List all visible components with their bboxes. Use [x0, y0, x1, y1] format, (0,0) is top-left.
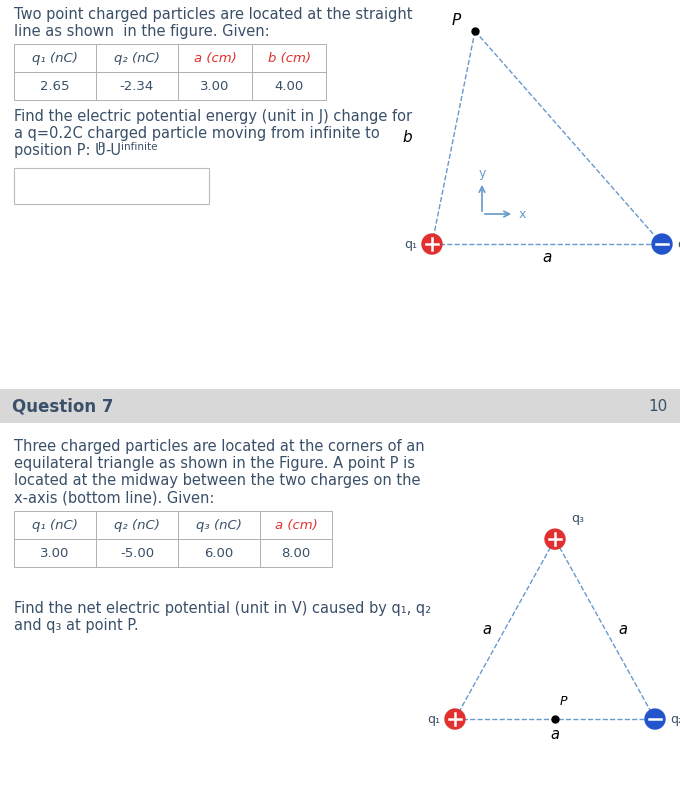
Text: 3.00: 3.00 [201, 79, 230, 93]
Text: x-axis (bottom line). Given:: x-axis (bottom line). Given: [14, 490, 214, 505]
Bar [96, 539, 178, 567]
Text: P: P [98, 142, 104, 152]
Text: b (cm): b (cm) [267, 52, 311, 64]
Text: position P: U: position P: U [14, 143, 106, 158]
Bar [14, 44, 96, 72]
Circle shape [545, 529, 565, 549]
Bar [14, 511, 96, 539]
Text: b: b [403, 130, 412, 145]
Text: q₂: q₂ [677, 237, 680, 251]
Circle shape [445, 709, 465, 729]
Bar [96, 44, 178, 72]
Text: located at the midway between the two charges on the: located at the midway between the two ch… [14, 473, 420, 488]
Text: q₂ (nC): q₂ (nC) [114, 52, 160, 64]
Text: 4.00: 4.00 [274, 79, 304, 93]
Text: -5.00: -5.00 [120, 546, 154, 560]
Text: line as shown  in the figure. Given:: line as shown in the figure. Given: [14, 24, 270, 39]
Text: -2.34: -2.34 [120, 79, 154, 93]
Text: q₃ (nC): q₃ (nC) [196, 518, 242, 532]
Text: 3.00: 3.00 [40, 546, 69, 560]
Bar [252, 72, 326, 100]
Text: -U: -U [105, 143, 121, 158]
Circle shape [652, 234, 672, 254]
Text: P: P [560, 695, 568, 708]
Text: infinite: infinite [121, 142, 158, 152]
Text: and q₃ at point P.: and q₃ at point P. [14, 618, 139, 633]
Text: q₃: q₃ [571, 512, 584, 525]
Text: a (cm): a (cm) [194, 52, 237, 64]
Bar [14, 168, 209, 204]
Text: q₁: q₁ [404, 237, 417, 251]
Text: q₁ (nC): q₁ (nC) [32, 52, 78, 64]
Text: 2.65: 2.65 [40, 79, 70, 93]
Text: equilateral triangle as shown in the Figure. A point P is: equilateral triangle as shown in the Fig… [14, 457, 415, 471]
Text: q₁: q₁ [427, 712, 440, 726]
Text: 6.00: 6.00 [205, 546, 234, 560]
Bar [178, 44, 252, 72]
Bar [252, 44, 326, 72]
Text: q₁ (nC): q₁ (nC) [32, 518, 78, 532]
Text: Three charged particles are located at the corners of an: Three charged particles are located at t… [14, 439, 424, 454]
Bar [178, 511, 260, 539]
Text: a: a [619, 622, 628, 637]
Bar [260, 511, 332, 539]
Text: 8.00: 8.00 [282, 546, 311, 560]
Text: 10: 10 [649, 399, 668, 414]
Bar [96, 511, 178, 539]
Bar [14, 539, 96, 567]
Text: P: P [452, 13, 461, 28]
Text: q₂: q₂ [670, 712, 680, 726]
Text: a q=0.2C charged particle moving from infinite to: a q=0.2C charged particle moving from in… [14, 126, 379, 141]
Text: a: a [551, 727, 560, 742]
Text: q₂ (nC): q₂ (nC) [114, 518, 160, 532]
Bar [14, 72, 96, 100]
Text: Question 7: Question 7 [12, 397, 114, 415]
Text: a: a [483, 622, 492, 637]
Text: Find the net electric potential (unit in V) caused by q₁, q₂: Find the net electric potential (unit in… [14, 601, 431, 616]
Text: a: a [543, 250, 551, 265]
Circle shape [645, 709, 665, 729]
Text: Find the electric potential energy (unit in J) change for: Find the electric potential energy (unit… [14, 109, 412, 124]
Bar [178, 539, 260, 567]
Bar [96, 72, 178, 100]
Circle shape [422, 234, 442, 254]
Text: a (cm): a (cm) [275, 518, 318, 532]
Text: x: x [519, 207, 526, 221]
Text: Two point charged particles are located at the straight: Two point charged particles are located … [14, 7, 413, 22]
Bar [260, 539, 332, 567]
Bar [178, 72, 252, 100]
Text: y: y [478, 167, 486, 180]
